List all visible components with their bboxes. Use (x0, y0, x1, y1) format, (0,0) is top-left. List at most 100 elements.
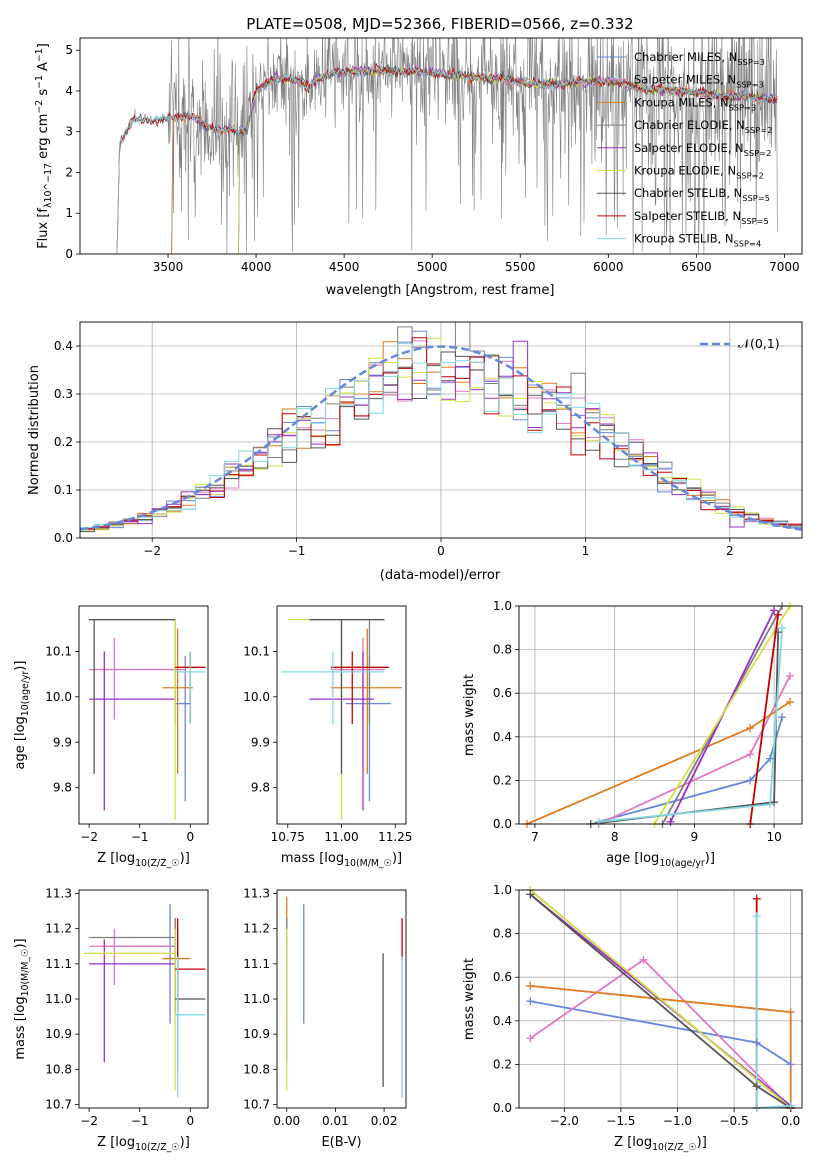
weight_vs_Z-x-tick-label: −1.5 (606, 1114, 635, 1128)
weight_vs_age-point-marker (766, 800, 775, 809)
weight_vs_Z-point-marker (639, 955, 648, 964)
weight_vs_age-x-tick-label: 8 (611, 830, 619, 844)
spectrum-x-tick-label: 5500 (505, 260, 536, 274)
weight_vs_age-point-marker (746, 750, 755, 759)
mass_vs_Z-y-tick-label: 10.9 (45, 1027, 72, 1041)
legend-label: 𝒩(0,1) (738, 336, 780, 351)
age_vs_Z-y-tick-label: 10.1 (45, 644, 72, 658)
residuals-y-tick-label: 0.2 (54, 435, 73, 449)
weight_vs_Z-point-marker (526, 997, 535, 1006)
age_vs_mass-y-tick-label: 10.0 (243, 690, 270, 704)
weight_vs_Z-x-axis-label: Z [log10(Z/Z_☉)] (614, 1135, 707, 1153)
residual-histogram-8 (80, 343, 802, 529)
weight_vs_Z-y-tick-label: 0.2 (493, 1057, 512, 1071)
age_vs_mass-y-tick-label: 9.8 (251, 781, 270, 795)
mass_vs_Z-plot-area (84, 904, 206, 1098)
spectrum-panel: 3500 4000 4500 5000 5500 6000 6500 7000 0 1 2 3 4 5 Ch… (34, 37, 803, 298)
weight_vs_age-y-tick-label: 0.0 (493, 817, 512, 831)
weight_vs_Z-x-tick-label: −2.0 (550, 1114, 579, 1128)
weight_vs_Z-point-marker (752, 1082, 761, 1091)
age_vs_mass-y-tick-label: 10.1 (243, 644, 270, 658)
residuals-panel: −2 −1 0 1 2 0.0 0.1 0.2 0.3 0.4 𝒩(0,1) (data-model)… (27, 321, 803, 583)
mass_vs_Z-y-tick-label: 11.0 (45, 992, 72, 1006)
mass_vs_EBV-plot-area (286, 897, 403, 1098)
mass_vs_EBV-y-tick-label: 11.0 (243, 992, 270, 1006)
weight_vs_age-point-marker (770, 606, 779, 615)
age_vs_mass-x-tick-label: 10.75 (271, 830, 305, 844)
weight_vs_Z-point-marker (786, 1008, 795, 1017)
weight_vs_Z-y-tick-label: 0.6 (493, 970, 512, 984)
mass_vs_EBV-y-tick-label: 11.2 (243, 922, 270, 936)
weight_vs_age-point-marker (746, 724, 755, 733)
weight_vs_Z-point-marker (526, 890, 535, 899)
legend-label: Chabrier ELODIE, NSSP=2 (634, 118, 772, 135)
mass_vs_EBV-x-axis-label: E(B-V) (321, 1135, 361, 1150)
legend-label: Chabrier STELIB, NSSP=5 (634, 186, 770, 203)
mass_vs_EBV-x-tick-label: 0.00 (273, 1114, 300, 1128)
weight_vs_age-x-tick-label: 9 (691, 830, 699, 844)
spectrum-x-tick-label: 7000 (769, 260, 800, 274)
residuals-x-tick-label: 2 (726, 544, 734, 558)
residuals-x-tick-label: 0 (437, 544, 445, 558)
mass_vs_EBV-x-tick-label: 0.02 (371, 1114, 398, 1128)
legend-label: Chabrier MILES, NSSP=3 (634, 50, 765, 67)
spectrum-model-line-8 (116, 65, 777, 254)
spectrum-y-tick-label: 5 (65, 43, 73, 57)
weight_vs_Z-point-marker (526, 981, 535, 990)
weight_vs_Z-point-marker (752, 912, 761, 921)
age_vs_mass-x-tick-label: 11.00 (324, 830, 358, 844)
age_vs_Z-x-tick-label: −1 (131, 830, 149, 844)
mass_vs_EBV-panel: 0.00 0.01 0.02 10.7 10.8 10.9 11.0 11.1 11.2 11.3… (243, 887, 407, 1150)
weight_vs_Z-y-axis-label: mass weight (462, 958, 477, 1040)
weight_vs_Z-series-line (755, 898, 791, 1108)
spectrum-y-axis-label: Flux [fλ10^−17 erg cm−2 s−1 A−1] (34, 43, 54, 249)
weight_vs_Z-y-tick-label: 0.8 (493, 927, 512, 941)
age_vs_Z-y-tick-label: 9.9 (53, 735, 72, 749)
weight_vs_Z-x-tick-label: 0.0 (781, 1114, 800, 1128)
weight_vs_Z-point-marker (752, 1038, 761, 1047)
age_vs_Z-x-tick-label: 0 (186, 830, 194, 844)
weight_vs_age-panel: 7 8 9 10 0.0 0.2 0.4 0.6 0.8 1.0 age [log10(age/yr… (462, 599, 803, 869)
residuals-x-axis-label: (data-model)/error (380, 568, 501, 583)
weight_vs_Z-y-tick-label: 0.4 (493, 1014, 512, 1028)
age_vs_Z-plot-area (89, 618, 206, 820)
spectrum-y-tick-label: 0 (65, 247, 73, 261)
legend-label: Salpeter MILES, NSSP=3 (634, 73, 764, 90)
residual-histogram-6 (80, 351, 802, 533)
spectrum-model-line-7 (116, 63, 777, 254)
age_vs_Z-frame (78, 605, 209, 825)
residuals-frame (79, 321, 803, 539)
mass_vs_Z-y-tick-label: 10.8 (45, 1062, 72, 1076)
weight_vs_age-point-marker (774, 610, 783, 619)
spectrum-y-tick-label: 4 (65, 84, 73, 98)
spectrum-x-tick-label: 3500 (153, 260, 184, 274)
weight_vs_age-x-tick-label: 7 (531, 830, 539, 844)
weight_vs_age-x-axis-label: age [log10(age/yr)] (606, 851, 715, 869)
weight_vs_age-point-marker (786, 697, 795, 706)
spectrum-legend: Chabrier MILES, NSSP=3 Salpeter MILES, NS… (597, 50, 772, 249)
weight_vs_age-point-marker (786, 671, 795, 680)
mass_vs_Z-x-tick-label: 0 (186, 1114, 194, 1128)
mass_vs_Z-y-tick-label: 11.2 (45, 922, 72, 936)
spectrum-x-tick-label: 6000 (593, 260, 624, 274)
mass_vs_EBV-y-tick-label: 11.1 (243, 957, 270, 971)
weight_vs_age-point-marker (746, 776, 755, 785)
weight_vs_Z-plot-area (519, 890, 802, 1108)
spectrum-x-axis-label: wavelength [Angstrom, rest frame] (326, 283, 555, 298)
age_vs_Z-y-tick-label: 9.8 (53, 781, 72, 795)
legend-label: Kroupa STELIB, NSSP=4 (634, 232, 761, 249)
mass_vs_EBV-x-tick-label: 0.01 (322, 1114, 349, 1128)
mass_vs_EBV-y-tick-label: 11.3 (243, 887, 270, 901)
mass_vs_Z-y-tick-label: 11.1 (45, 957, 72, 971)
weight_vs_Z-x-tick-label: −1.0 (663, 1114, 692, 1128)
residuals-x-tick-label: −2 (143, 544, 161, 558)
legend-label: Salpeter STELIB, NSSP=5 (634, 209, 769, 226)
residuals-x-tick-label: −1 (288, 544, 306, 558)
mass_vs_EBV-y-tick-label: 10.9 (243, 1027, 270, 1041)
spectrum-x-tick-label: 6500 (681, 260, 712, 274)
weight_vs_Z-y-tick-label: 0.0 (493, 1101, 512, 1115)
age_vs_mass-frame (276, 605, 407, 825)
weight_vs_age-point-marker (778, 713, 787, 722)
residuals-plot-area (80, 322, 802, 538)
